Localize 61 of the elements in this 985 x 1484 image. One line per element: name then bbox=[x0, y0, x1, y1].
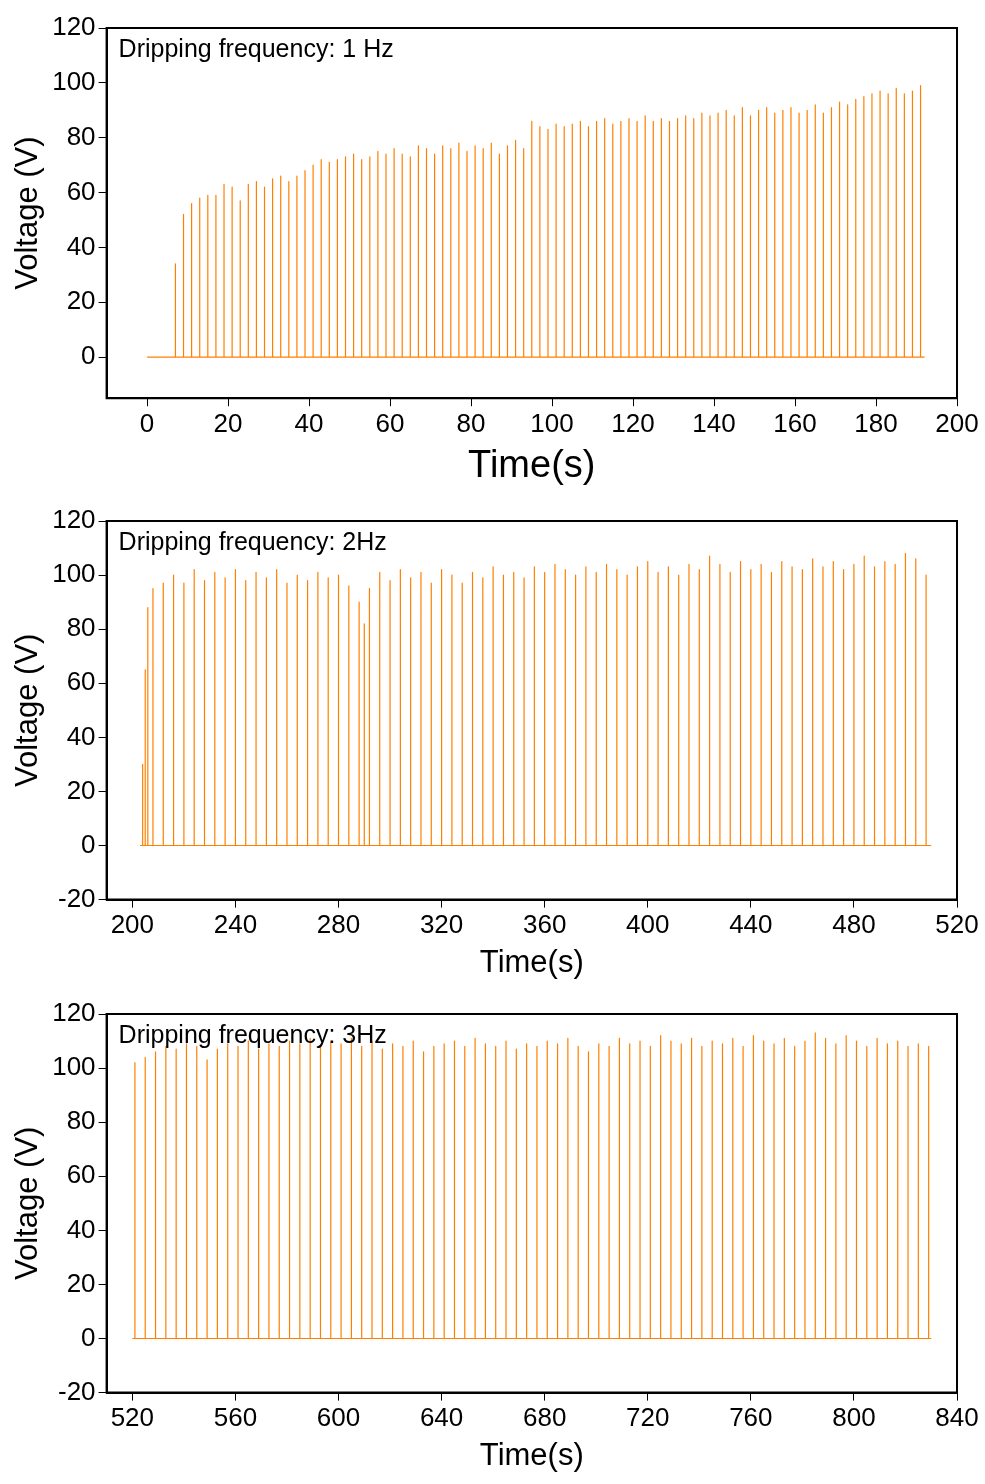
y-tick-label: 20 bbox=[66, 1267, 96, 1298]
x-tick-label: 400 bbox=[626, 909, 670, 940]
y-tick-label: 0 bbox=[81, 1321, 96, 1352]
x-tick-label: 40 bbox=[294, 407, 324, 438]
y-axis-title: Voltage (V) bbox=[9, 633, 45, 787]
y-tick-label: 120 bbox=[52, 504, 96, 535]
x-axis-title: Time(s) bbox=[479, 943, 584, 979]
y-tick-label: 80 bbox=[66, 1105, 96, 1136]
y-tick-label: 60 bbox=[66, 175, 96, 206]
x-tick-label: 200 bbox=[935, 407, 979, 438]
y-tick-label: 80 bbox=[66, 120, 96, 151]
x-tick-label: 760 bbox=[729, 1402, 773, 1433]
y-tick-label: 60 bbox=[66, 666, 96, 697]
x-tick-label: 320 bbox=[419, 909, 464, 940]
x-tick-label: 840 bbox=[935, 1402, 979, 1433]
y-tick-label: 80 bbox=[66, 612, 96, 643]
x-axis-title: Time(s) bbox=[479, 1436, 584, 1472]
chart-title: Dripping frequency: 2Hz bbox=[118, 527, 387, 556]
y-axis-title: Voltage (V) bbox=[9, 136, 45, 290]
y-tick-label: 0 bbox=[81, 340, 96, 371]
y-tick-label: 40 bbox=[66, 720, 96, 751]
y-tick-label: 120 bbox=[52, 997, 96, 1028]
x-axis-title: Time(s) bbox=[468, 442, 596, 485]
x-tick-label: 720 bbox=[626, 1402, 670, 1433]
y-tick-label: 60 bbox=[66, 1159, 96, 1190]
x-tick-label: 280 bbox=[316, 909, 361, 940]
x-tick-label: 120 bbox=[611, 407, 655, 438]
x-tick-label: 440 bbox=[729, 909, 773, 940]
x-tick-label: 240 bbox=[213, 909, 258, 940]
x-tick-label: 180 bbox=[854, 407, 898, 438]
x-tick-label: 560 bbox=[213, 1402, 258, 1433]
chart-title: Dripping frequency: 3Hz bbox=[118, 1020, 387, 1049]
x-tick-label: 480 bbox=[832, 909, 876, 940]
x-tick-label: 680 bbox=[522, 1402, 567, 1433]
x-tick-label: 600 bbox=[316, 1402, 361, 1433]
y-tick-label: 100 bbox=[52, 558, 96, 589]
x-tick-label: 100 bbox=[530, 407, 574, 438]
y-tick-label: 40 bbox=[66, 1213, 96, 1244]
x-tick-label: 80 bbox=[456, 407, 486, 438]
x-tick-label: 160 bbox=[773, 407, 817, 438]
y-tick-label: -20 bbox=[58, 882, 96, 913]
x-tick-label: 360 bbox=[522, 909, 567, 940]
x-tick-label: 20 bbox=[213, 407, 243, 438]
y-tick-label: 20 bbox=[66, 774, 96, 805]
x-tick-label: 640 bbox=[419, 1402, 464, 1433]
x-tick-label: 0 bbox=[139, 407, 155, 438]
x-tick-label: 520 bbox=[935, 909, 979, 940]
x-tick-label: 60 bbox=[375, 407, 405, 438]
y-axis-title: Voltage (V) bbox=[9, 1126, 45, 1280]
y-tick-label: 100 bbox=[52, 1051, 96, 1082]
x-tick-label: 140 bbox=[692, 407, 736, 438]
y-tick-label: 40 bbox=[66, 230, 96, 261]
y-tick-label: 120 bbox=[52, 11, 96, 42]
x-tick-label: 200 bbox=[110, 909, 155, 940]
x-tick-label: 520 bbox=[110, 1402, 155, 1433]
y-tick-label: -20 bbox=[58, 1375, 96, 1406]
x-tick-label: 800 bbox=[832, 1402, 876, 1433]
y-tick-label: 0 bbox=[81, 828, 96, 859]
chart-title: Dripping frequency: 1 Hz bbox=[118, 34, 394, 63]
y-tick-label: 20 bbox=[66, 285, 96, 316]
y-tick-label: 100 bbox=[52, 66, 96, 97]
